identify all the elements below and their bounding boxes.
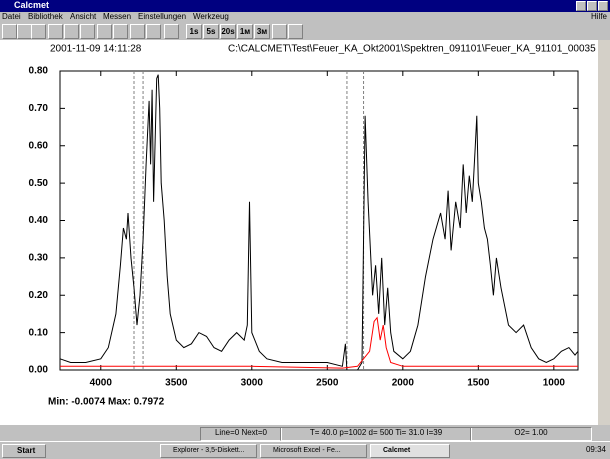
toolbar-button[interactable]: 1м <box>237 24 253 39</box>
toolbar-button[interactable] <box>97 24 112 39</box>
x-tick-label: 1000 <box>543 378 566 389</box>
y-tick-label: 0.10 <box>29 327 49 338</box>
y-tick-label: 0.80 <box>29 66 49 77</box>
x-tick-label: 3000 <box>241 378 264 389</box>
y-tick-label: 0.40 <box>29 215 49 226</box>
scrollbar[interactable] <box>598 40 610 425</box>
toolbar-button[interactable] <box>17 24 32 39</box>
task-button[interactable]: Explorer - 3,5-Diskett... <box>160 444 257 458</box>
toolbar-button[interactable] <box>2 24 17 39</box>
y-tick-label: 0.70 <box>29 103 49 114</box>
toolbar-button[interactable]: 3м <box>254 24 270 39</box>
toolbar-button[interactable] <box>146 24 161 39</box>
toolbar-button[interactable] <box>288 24 303 39</box>
toolbar-button[interactable] <box>80 24 95 39</box>
toolbar-button[interactable]: 1s <box>186 24 202 39</box>
toolbar-button[interactable] <box>31 24 46 39</box>
spectrum-line <box>60 316 578 369</box>
y-tick-label: 0.50 <box>29 178 49 189</box>
menu-help[interactable]: Hilfe <box>590 12 607 21</box>
timestamp: 2001-11-09 14:11:28 <box>50 44 142 55</box>
y-tick-label: 0.60 <box>29 140 49 151</box>
chart-background <box>0 40 598 425</box>
x-tick-label: 4000 <box>90 378 113 389</box>
x-tick-label: 3500 <box>165 378 188 389</box>
menu-item[interactable]: Einstellungen <box>138 12 187 21</box>
x-tick-label: 1500 <box>467 378 490 389</box>
close-button[interactable] <box>598 1 608 11</box>
file-path: C:\CALCMET\Test\Feuer_KA_Okt2001\Spektre… <box>228 44 596 55</box>
start-button[interactable]: Start <box>2 444 46 458</box>
toolbar-button[interactable] <box>64 24 79 39</box>
status-bar: Line=0 Next=0 T= 40.0 p=1002 d= 500 Ti= 3… <box>0 427 610 441</box>
toolbar-button[interactable] <box>130 24 145 39</box>
menu-item[interactable]: Werkzeug <box>193 12 229 21</box>
toolbar-button[interactable]: 20s <box>220 24 236 39</box>
toolbar-button[interactable] <box>113 24 128 39</box>
spectrum-line <box>59 74 579 371</box>
status-field: T= 40.0 p=1002 d= 500 Ti= 31.0 I=39 <box>280 427 472 441</box>
taskbar: Start Explorer - 3,5-Diskett... Microsoft … <box>0 441 610 459</box>
x-tick-label: 2500 <box>316 378 339 389</box>
min-max: Min: -0.0074 Max: 0.7972 <box>48 397 165 408</box>
menu-item[interactable]: Bibliothek <box>28 12 63 21</box>
toolbar-button[interactable] <box>164 24 179 39</box>
task-button[interactable]: Calcmet <box>370 444 450 458</box>
status-field: Line=0 Next=0 <box>200 427 282 441</box>
minimize-button[interactable] <box>576 1 586 11</box>
y-tick-label: 0.00 <box>29 365 49 376</box>
clock: 09:34 <box>585 445 606 454</box>
title-bar: Calcmet <box>0 0 610 12</box>
menu-item[interactable]: Messen <box>103 12 132 21</box>
y-tick-label: 0.30 <box>29 253 49 264</box>
menu-item[interactable]: Datei <box>2 12 21 21</box>
status-field: O2= 1.00 <box>470 427 592 441</box>
maximize-button[interactable] <box>587 1 597 11</box>
menu-item[interactable]: Ansicht <box>70 12 97 21</box>
chart: 2001-11-09 14:11:28 C:\CALCMET\Test\Feue… <box>0 40 598 425</box>
toolbar: 1s 5s 20s 1м 3м <box>0 22 610 40</box>
window-title: Calcmet <box>14 0 50 10</box>
toolbar-button[interactable] <box>48 24 63 39</box>
toolbar-button[interactable] <box>272 24 287 39</box>
y-tick-label: 0.20 <box>29 290 49 301</box>
x-tick-label: 2000 <box>392 378 415 389</box>
task-button[interactable]: Microsoft Excel - Fe... <box>260 444 367 458</box>
toolbar-button[interactable]: 5s <box>203 24 219 39</box>
